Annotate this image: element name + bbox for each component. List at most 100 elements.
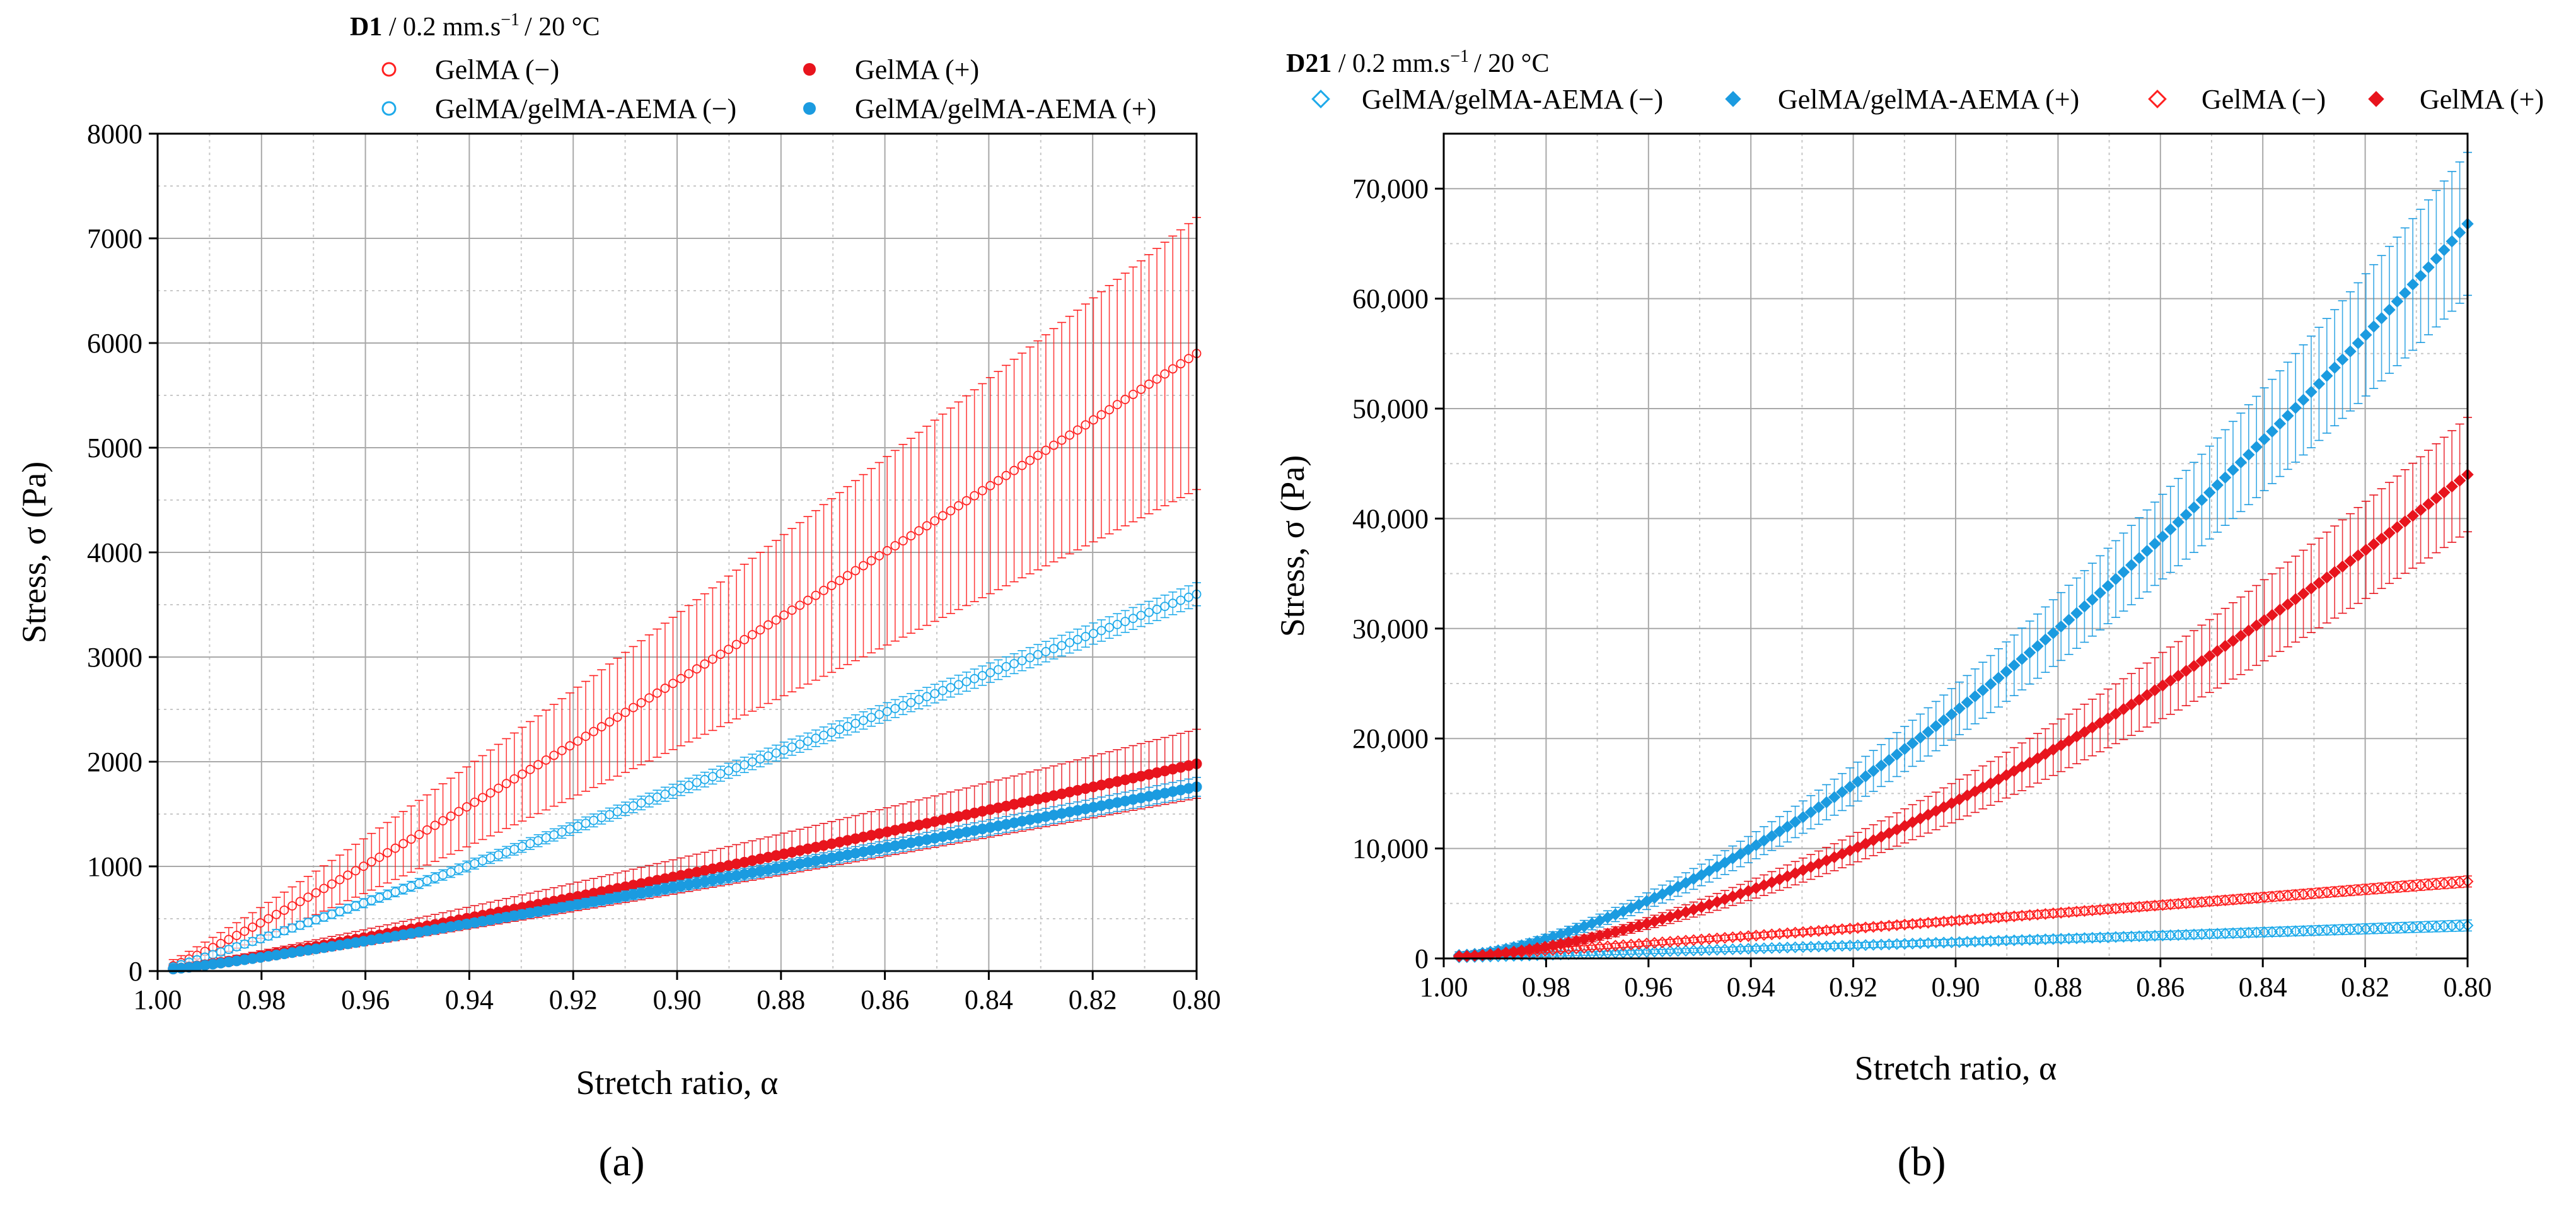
data-point: [1773, 825, 1786, 838]
data-point: [795, 739, 805, 749]
data-point: [2133, 552, 2145, 564]
data-point: [2055, 739, 2067, 752]
data-point: [557, 827, 567, 837]
data-point: [311, 915, 321, 925]
data-point: [2055, 620, 2067, 633]
data-point: [1906, 737, 1919, 750]
legend-b-label-gelma-minus: GelMA (−): [2202, 84, 2326, 115]
data-point: [596, 722, 606, 731]
data-point: [684, 781, 694, 791]
data-point: [708, 772, 717, 782]
data-point: [541, 833, 551, 843]
data-point: [2383, 527, 2396, 539]
data-point: [2321, 571, 2333, 584]
data-point: [478, 793, 487, 803]
data-point: [295, 897, 305, 907]
data-point: [414, 830, 424, 839]
data-point: [842, 721, 852, 731]
data-point: [2070, 730, 2083, 743]
data-point: [2023, 646, 2036, 659]
data-point: [2156, 530, 2169, 543]
data-point: [676, 673, 686, 684]
data-point: [2062, 735, 2075, 747]
data-point: [668, 678, 678, 689]
chart-a-xtick-label: 0.86: [861, 984, 909, 1015]
legend-b-marker-gelma-minus: [2148, 90, 2167, 108]
data-point: [1992, 773, 2005, 786]
data-point: [438, 816, 448, 826]
data-point: [446, 811, 456, 821]
chart-a-xtick-label: 0.94: [445, 984, 494, 1015]
data-point: [1992, 672, 2005, 684]
data-point: [311, 888, 321, 898]
data-point: [1049, 440, 1059, 450]
data-point: [2445, 235, 2458, 248]
data-point: [946, 506, 956, 516]
data-point: [374, 853, 385, 862]
data-point: [755, 625, 765, 635]
legend-b-marker-aema-minus: [1311, 90, 1330, 108]
data-point: [994, 665, 1003, 675]
data-point: [264, 914, 274, 924]
data-point: [1184, 354, 1193, 364]
data-point: [2352, 337, 2365, 349]
data-point: [2445, 480, 2458, 493]
data-point: [279, 926, 289, 936]
data-point: [779, 610, 789, 620]
data-point: [2227, 463, 2239, 477]
data-point: [414, 878, 424, 888]
data-point: [2188, 660, 2200, 672]
data-point: [549, 750, 559, 760]
data-point: [208, 950, 218, 960]
data-point: [652, 688, 662, 698]
data-point: [1128, 390, 1138, 399]
chart-b-xtick-label: 0.94: [1727, 972, 1775, 1003]
data-point: [319, 883, 329, 894]
data-point: [1168, 598, 1178, 608]
legend-a-marker-aema-plus: [803, 102, 816, 115]
data-point: [1789, 815, 1802, 829]
data-point: [684, 669, 694, 678]
data-point: [264, 931, 274, 941]
data-point: [2273, 417, 2287, 430]
data-point: [842, 571, 852, 581]
data-point: [327, 909, 337, 919]
data-point: [1859, 770, 1872, 783]
data-point: [1081, 632, 1091, 641]
data-point: [1797, 811, 1809, 824]
data-point: [811, 733, 821, 743]
data-point: [565, 824, 575, 834]
chart-a-series-1: [168, 728, 1202, 975]
data-point: [1922, 725, 1935, 738]
data-point: [629, 702, 638, 713]
data-point: [1033, 649, 1043, 660]
chart-a-xtick-label: 0.88: [757, 984, 805, 1015]
data-point: [533, 835, 543, 846]
chart-a-condition-sup: −1: [501, 10, 519, 30]
data-point: [2289, 593, 2302, 605]
data-point: [1804, 806, 1818, 818]
data-point: [1875, 759, 1888, 772]
chart-a-xtick-label: 0.92: [549, 984, 598, 1015]
data-point: [1128, 614, 1138, 624]
data-point: [1089, 415, 1098, 425]
data-point: [954, 680, 963, 690]
data-point: [596, 813, 606, 822]
data-point: [937, 511, 948, 521]
data-point: [557, 745, 567, 755]
legend-a-label-gelma-plus: GelMA (+): [855, 54, 979, 85]
data-point: [1096, 626, 1106, 636]
chart-b-legend: GelMA/gelMA-AEMA (−) GelMA/gelMA-AEMA (+…: [1311, 84, 2544, 115]
data-point: [898, 701, 908, 711]
data-point: [287, 923, 297, 933]
chart-b-xtick-label: 0.82: [2341, 972, 2389, 1003]
data-point: [509, 774, 519, 784]
data-point: [1813, 801, 1825, 813]
data-point: [2172, 516, 2184, 528]
data-point: [930, 689, 940, 699]
data-point: [406, 834, 416, 844]
data-point: [2000, 769, 2013, 781]
data-point: [2000, 665, 2013, 678]
data-point: [1176, 359, 1186, 369]
chart-a-ytick-label: 6000: [87, 328, 142, 359]
